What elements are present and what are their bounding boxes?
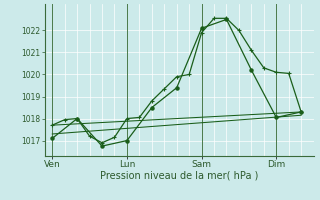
X-axis label: Pression niveau de la mer( hPa ): Pression niveau de la mer( hPa ) bbox=[100, 171, 258, 181]
